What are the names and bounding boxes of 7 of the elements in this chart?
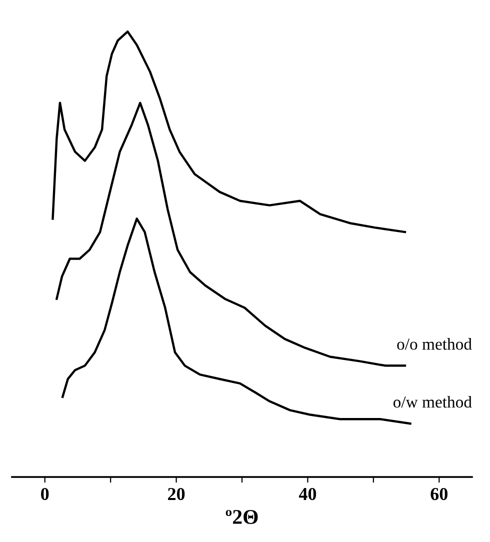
series-label: o/o method xyxy=(397,338,472,350)
x-axis-title: º2Θ xyxy=(226,510,258,524)
x-tick-label: 40 xyxy=(298,488,316,500)
x-tick-label: 20 xyxy=(168,488,185,500)
x-tick-label: 60 xyxy=(430,488,448,500)
series-label: o/w method xyxy=(393,396,472,408)
x-tick-label: 0 xyxy=(41,488,49,500)
